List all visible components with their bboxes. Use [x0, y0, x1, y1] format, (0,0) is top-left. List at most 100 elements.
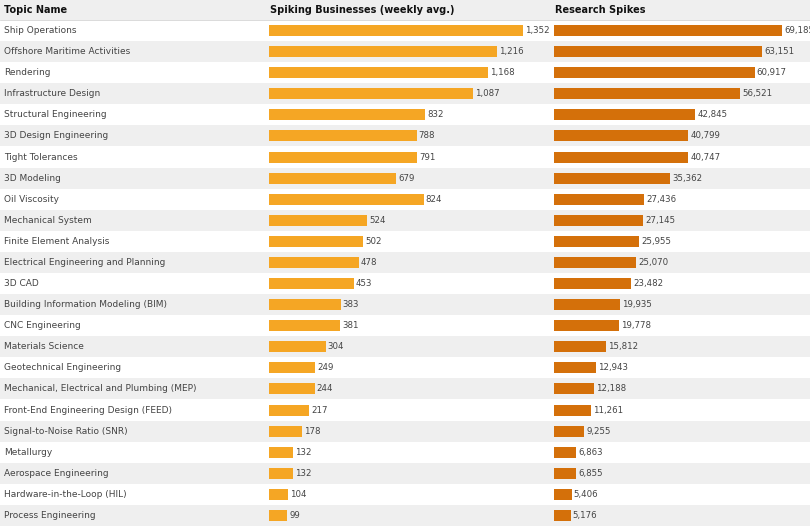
Text: 1,216: 1,216 [499, 47, 524, 56]
Bar [554, 257, 637, 268]
Text: 304: 304 [328, 342, 344, 351]
Bar [554, 215, 643, 226]
Bar [554, 151, 688, 163]
Bar [269, 194, 424, 205]
Text: Spiking Businesses (weekly avg.): Spiking Businesses (weekly avg.) [270, 5, 454, 15]
Bar [0, 83, 810, 104]
Bar [0, 20, 810, 41]
Bar [0, 400, 810, 421]
Bar [0, 463, 810, 484]
Bar [554, 404, 591, 416]
Bar [269, 88, 473, 99]
Text: 15,812: 15,812 [608, 342, 638, 351]
Text: Building Information Modeling (BIM): Building Information Modeling (BIM) [4, 300, 167, 309]
Text: 3D Modeling: 3D Modeling [4, 174, 61, 183]
Text: Tight Tolerances: Tight Tolerances [4, 153, 78, 161]
Text: 19,935: 19,935 [621, 300, 651, 309]
Bar [554, 278, 631, 289]
Text: Front-End Engineering Design (FEED): Front-End Engineering Design (FEED) [4, 406, 172, 414]
Text: Oil Viscosity: Oil Viscosity [4, 195, 59, 204]
Bar [554, 489, 572, 500]
Text: 383: 383 [343, 300, 359, 309]
Text: 56,521: 56,521 [742, 89, 773, 98]
Bar [554, 468, 577, 479]
Text: 244: 244 [317, 385, 333, 393]
Text: 3D CAD: 3D CAD [4, 279, 39, 288]
Bar [0, 421, 810, 442]
Bar [0, 378, 810, 400]
Text: Topic Name: Topic Name [4, 5, 67, 15]
Bar [269, 320, 340, 331]
Bar [269, 489, 288, 500]
Text: 12,943: 12,943 [599, 363, 629, 372]
Text: 824: 824 [425, 195, 442, 204]
Bar [554, 426, 584, 437]
Bar [269, 426, 302, 437]
Bar [269, 173, 396, 184]
Text: Ship Operations: Ship Operations [4, 26, 76, 35]
Bar [554, 130, 688, 141]
Text: 27,145: 27,145 [646, 216, 676, 225]
Text: 40,747: 40,747 [690, 153, 720, 161]
Bar [0, 315, 810, 336]
Text: 3D Design Engineering: 3D Design Engineering [4, 132, 109, 140]
Bar [0, 104, 810, 125]
Text: 11,261: 11,261 [593, 406, 623, 414]
Bar [269, 362, 315, 373]
Text: Geotechnical Engineering: Geotechnical Engineering [4, 363, 121, 372]
Text: 6,855: 6,855 [578, 469, 603, 478]
Text: 132: 132 [296, 469, 312, 478]
Text: Infrastructure Design: Infrastructure Design [4, 89, 100, 98]
Text: 35,362: 35,362 [672, 174, 702, 183]
Bar [0, 168, 810, 189]
Text: 791: 791 [420, 153, 436, 161]
Bar [0, 125, 810, 147]
Text: 9,255: 9,255 [586, 427, 611, 436]
Text: 6,863: 6,863 [578, 448, 603, 457]
Bar [269, 151, 417, 163]
Text: 12,188: 12,188 [596, 385, 626, 393]
Text: 832: 832 [427, 110, 444, 119]
Bar [269, 404, 309, 416]
Text: Process Engineering: Process Engineering [4, 511, 96, 520]
Text: Rendering: Rendering [4, 68, 50, 77]
Text: 42,845: 42,845 [697, 110, 727, 119]
Bar [554, 67, 755, 78]
Text: 63,151: 63,151 [764, 47, 795, 56]
Bar [0, 41, 810, 62]
Bar [0, 484, 810, 505]
Text: 25,070: 25,070 [638, 258, 668, 267]
Bar [0, 442, 810, 463]
Text: Structural Engineering: Structural Engineering [4, 110, 107, 119]
Bar [0, 294, 810, 315]
Text: 5,406: 5,406 [573, 490, 599, 499]
Bar [0, 231, 810, 252]
Text: Mechanical, Electrical and Plumbing (MEP): Mechanical, Electrical and Plumbing (MEP… [4, 385, 197, 393]
Bar [269, 109, 425, 120]
Text: 478: 478 [360, 258, 377, 267]
Text: Signal-to-Noise Ratio (SNR): Signal-to-Noise Ratio (SNR) [4, 427, 128, 436]
Text: CNC Engineering: CNC Engineering [4, 321, 81, 330]
Text: 217: 217 [312, 406, 328, 414]
Text: Offshore Maritime Activities: Offshore Maritime Activities [4, 47, 130, 56]
Bar [554, 447, 577, 458]
Text: Electrical Engineering and Planning: Electrical Engineering and Planning [4, 258, 165, 267]
Text: Hardware-in-the-Loop (HIL): Hardware-in-the-Loop (HIL) [4, 490, 126, 499]
Bar [0, 505, 810, 526]
Text: 27,436: 27,436 [646, 195, 676, 204]
Bar [269, 25, 522, 36]
Bar [0, 252, 810, 273]
Text: 502: 502 [365, 237, 382, 246]
Text: 5,176: 5,176 [573, 511, 598, 520]
Text: 23,482: 23,482 [633, 279, 663, 288]
Bar [554, 320, 619, 331]
Text: 1,168: 1,168 [490, 68, 515, 77]
Bar [269, 46, 497, 57]
Bar [554, 236, 639, 247]
Text: 132: 132 [296, 448, 312, 457]
Bar [269, 215, 367, 226]
Bar [554, 25, 782, 36]
Bar [269, 510, 288, 521]
Bar [269, 447, 293, 458]
Bar [0, 147, 810, 168]
